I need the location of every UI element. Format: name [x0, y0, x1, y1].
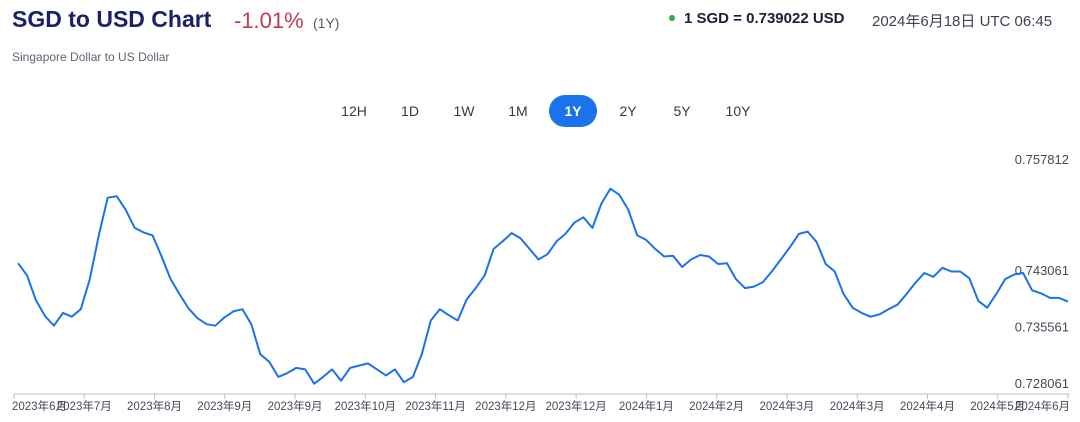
current-rate: 1 SGD = 0.739022 USD: [684, 10, 845, 27]
x-tick-label: 2024年3月: [759, 399, 814, 413]
x-tick-label: 2023年9月: [197, 399, 252, 413]
tab-1d[interactable]: 1D: [401, 103, 419, 119]
x-tick-label: 2024年6月: [1015, 399, 1070, 413]
period-label: (1Y): [313, 15, 340, 31]
x-tick-label: 2024年3月: [830, 399, 885, 413]
rate-timestamp: 2024年6月18日 UTC 06:45: [872, 13, 1053, 30]
tab-1m[interactable]: 1M: [508, 103, 528, 119]
x-tick-label: 2023年10月: [335, 399, 396, 413]
timeframe-tabs: 12H 1D 1W 1M 1Y 2Y 5Y 10Y: [329, 95, 771, 127]
x-tick-label: 2024年4月: [900, 399, 955, 413]
x-tick-label: 2023年12月: [475, 399, 536, 413]
tab-12h[interactable]: 12H: [341, 103, 367, 119]
y-tick-label: 0.757812: [1015, 152, 1069, 167]
x-tick-label: 2024年2月: [689, 399, 744, 413]
x-tick-label: 2023年12月: [545, 399, 606, 413]
x-tick-label: 2023年6月: [12, 399, 67, 413]
live-status-dot: [669, 15, 675, 21]
y-tick-label: 0.735561: [1015, 320, 1069, 335]
percent-change: -1.01%: [234, 8, 304, 33]
tab-5y[interactable]: 5Y: [673, 103, 691, 119]
x-tick-label: 2024年1月: [619, 399, 674, 413]
x-tick-label: 2023年8月: [127, 399, 182, 413]
tab-10y[interactable]: 10Y: [725, 103, 751, 119]
chart-title: SGD to USD Chart: [12, 6, 212, 32]
chart-subtitle: Singapore Dollar to US Dollar: [12, 50, 170, 64]
tab-1y[interactable]: 1Y: [549, 95, 597, 127]
x-tick-label: 2023年11月: [405, 399, 466, 413]
tab-2y[interactable]: 2Y: [619, 103, 637, 119]
y-tick-label: 0.728061: [1015, 376, 1069, 391]
x-tick-label: 2023年7月: [57, 399, 112, 413]
tab-1w[interactable]: 1W: [453, 103, 475, 119]
series-line: [17, 187, 1069, 385]
x-tick-label: 2024年5月: [970, 399, 1025, 413]
y-tick-label: 0.743061: [1015, 263, 1069, 278]
x-tick-label: 2023年9月: [268, 399, 323, 413]
